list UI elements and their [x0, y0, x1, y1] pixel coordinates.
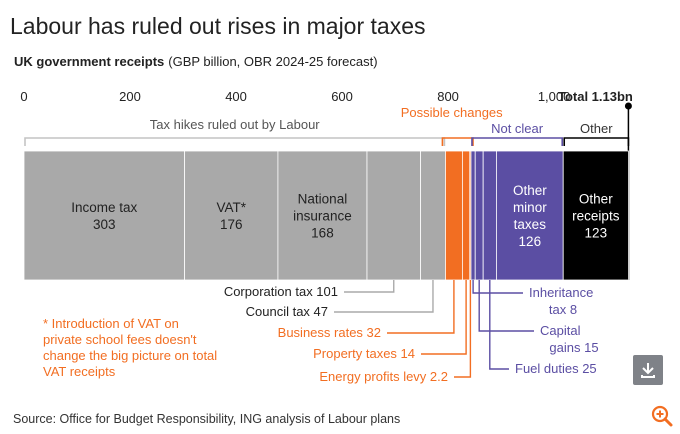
download-icon — [641, 363, 655, 378]
group-label-other: Other — [580, 121, 613, 136]
bar-segment — [461, 150, 471, 281]
total-dot — [624, 102, 632, 110]
group-label-not_clear: Not clear — [491, 121, 544, 136]
callout-label: Council tax 47 — [246, 304, 328, 319]
bar-label: minor — [513, 200, 547, 215]
source-note: Source: Office for Budget Responsibility… — [13, 412, 400, 426]
footnote-line: private school fees doesn't — [43, 332, 197, 347]
bar-label: National — [298, 192, 348, 207]
callout-label: Fuel duties 25 — [515, 361, 597, 376]
tick-label: 200 — [119, 89, 141, 104]
callout-label: Property taxes 14 — [313, 346, 415, 361]
bar-label: receipts — [572, 209, 620, 224]
footnote-line: VAT receipts — [43, 364, 116, 379]
group-label-ruled_out: Tax hikes ruled out by Labour — [150, 117, 320, 132]
total-label: Total 1.13bn — [558, 89, 633, 104]
bar-label: Income tax — [71, 200, 137, 215]
tick-label: 600 — [331, 89, 353, 104]
bar-segment — [482, 150, 497, 281]
callout-label: tax 8 — [549, 302, 577, 317]
callout-label: Energy profits levy 2.2 — [319, 369, 448, 384]
bar-segment — [420, 150, 446, 281]
callout-line — [478, 280, 534, 332]
bracket-not_clear — [471, 137, 564, 146]
bar-segment — [470, 150, 476, 281]
bar-segment — [23, 150, 186, 281]
callout-line — [472, 280, 523, 294]
callout-line — [334, 280, 434, 313]
bar-segment — [496, 150, 564, 281]
zoom-in-icon — [651, 405, 673, 427]
callout-line — [454, 280, 472, 378]
callout-line — [421, 280, 467, 355]
bar-segment — [184, 150, 279, 281]
bracket-possible — [441, 137, 474, 146]
footnote-line: change the big picture on total — [43, 348, 217, 363]
chart-subtitle: UK government receipts (GBP billion, OBR … — [14, 54, 378, 69]
callout-label: Capital — [540, 323, 581, 338]
callout-label: Inheritance — [529, 285, 593, 300]
bar-label: 168 — [311, 226, 334, 241]
bar-label: 126 — [519, 234, 542, 249]
bar-segment — [562, 150, 629, 281]
tick-label: 0 — [20, 89, 27, 104]
chart-title: Labour has ruled out rises in major taxe… — [10, 13, 426, 39]
bar-label: 176 — [220, 217, 243, 232]
bracket-other — [563, 137, 630, 146]
callout-label: gains 15 — [549, 340, 598, 355]
callout-label: Corporation tax 101 — [224, 284, 338, 299]
bar-label: Other — [513, 183, 547, 198]
callout-line — [489, 280, 509, 370]
bar-segment — [474, 150, 484, 281]
tick-label: 800 — [437, 89, 459, 104]
callout-label: Business rates 32 — [278, 325, 381, 340]
bar-segment — [277, 150, 368, 281]
bar-label: VAT* — [217, 200, 247, 215]
bar-label: 123 — [585, 226, 608, 241]
tick-label: 1,000 — [538, 89, 571, 104]
bracket-ruled_out — [24, 137, 446, 146]
download-button[interactable] — [633, 355, 663, 385]
footnote-line: * Introduction of VAT on — [43, 316, 179, 331]
bar-segment — [445, 150, 463, 281]
bar-segment — [366, 150, 421, 281]
callout-line — [387, 280, 455, 334]
zoom-button[interactable] — [650, 404, 674, 428]
bar-label: insurance — [293, 209, 352, 224]
tick-label: 400 — [225, 89, 247, 104]
callout-line — [344, 280, 395, 293]
bar-label: taxes — [514, 217, 547, 232]
bar-label: 303 — [93, 217, 116, 232]
bar-label: Other — [579, 192, 613, 207]
group-label-possible: Possible changes — [401, 105, 503, 120]
